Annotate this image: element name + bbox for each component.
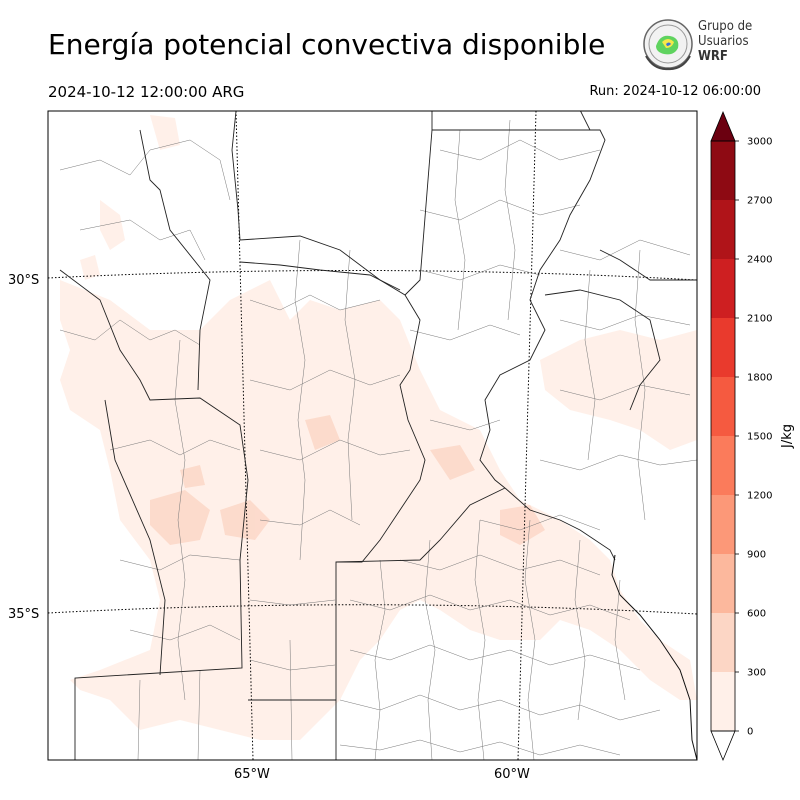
- grupo-usuarios-wrf-logo: Grupo de Usuarios WRF: [640, 16, 760, 72]
- colorbar-segment: [711, 200, 735, 259]
- province-boundaries: [59, 111, 697, 760]
- logo-seal-icon: [643, 19, 693, 71]
- run-time: Run: 2024-10-12 06:00:00: [589, 84, 761, 99]
- colorbar-segment: [711, 672, 735, 731]
- map-field: [48, 111, 697, 760]
- colorbar-tick-label: 600: [747, 609, 766, 620]
- colorbar-tick-label: 2400: [747, 255, 772, 266]
- colorbar-segment: [711, 318, 735, 377]
- colorbar-tick-label: 2100: [747, 314, 772, 325]
- colorbar-tick-label: 1800: [747, 373, 772, 384]
- colorbar-tick-label: 2700: [747, 196, 772, 207]
- colorbar-tick-label: 1500: [747, 432, 772, 443]
- map-frame: [47, 110, 698, 761]
- colorbar-segment: [711, 436, 735, 495]
- cape-shading: [60, 115, 697, 740]
- map-title: Energía potencial convectiva disponible: [48, 28, 606, 61]
- graticule: [47, 110, 698, 761]
- colorbar-segment: [711, 259, 735, 318]
- lon-label-60w: 60°W: [494, 767, 530, 782]
- lon-label-65w: 65°W: [234, 767, 270, 782]
- colorbar-under-arrow: [710, 730, 736, 762]
- department-boundaries: [59, 119, 697, 760]
- colorbar-segment: [711, 141, 735, 200]
- colorbar-unit: J/kg: [780, 424, 795, 449]
- colorbar-over-arrow: [710, 110, 736, 142]
- logo-line3: WRF: [698, 49, 728, 64]
- logo-line2: Usuarios: [698, 34, 749, 49]
- graticule-35s: [47, 604, 698, 615]
- colorbar-tick-label: 3000: [747, 137, 772, 148]
- lat-label-35s: 35°S: [8, 607, 39, 622]
- colorbar: 0 300 600 900 1200 1500 1800 2100 2400 2700 3000: [710, 110, 772, 762]
- logo-line1: Grupo de: [698, 19, 753, 34]
- valid-time: 2024-10-12 12:00:00 ARG: [48, 83, 245, 101]
- colorbar-tick-label: 900: [747, 550, 766, 561]
- colorbar-segment: [711, 495, 735, 554]
- graticule-30s: [47, 269, 698, 281]
- coastline: [611, 554, 697, 760]
- colorbar-segment: [711, 554, 735, 613]
- lat-label-30s: 30°S: [8, 273, 39, 288]
- colorbar-segment: [711, 377, 735, 436]
- colorbar-segment: [711, 613, 735, 672]
- colorbar-tick-label: 300: [747, 668, 766, 679]
- colorbar-tick-label: 1200: [747, 491, 772, 502]
- cape-shading-300-600: [150, 415, 545, 545]
- colorbar-tick-label: 0: [747, 727, 753, 738]
